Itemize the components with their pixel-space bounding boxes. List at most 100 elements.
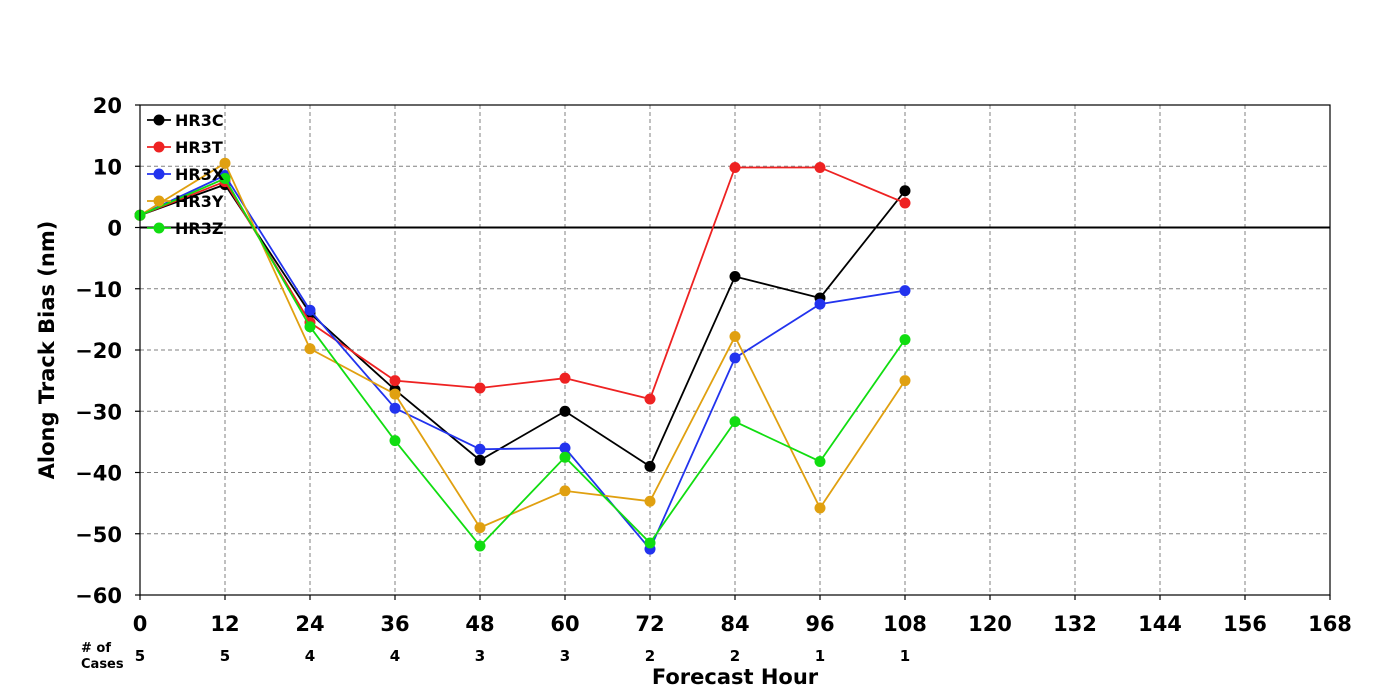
legend-label: HR3X	[175, 165, 225, 184]
legend-label: HR3T	[175, 138, 223, 157]
data-point-hr3x	[559, 442, 571, 454]
y-tick-label: 20	[93, 94, 122, 118]
x-tick-label: 72	[635, 612, 664, 636]
data-point-hr3z	[389, 435, 401, 447]
data-point-hr3y	[559, 485, 571, 497]
data-point-hr3y	[899, 375, 911, 387]
data-point-hr3z	[304, 321, 316, 333]
data-point-hr3t	[389, 375, 401, 387]
series-line-hr3x	[139, 174, 906, 551]
data-point-hr3c	[899, 185, 911, 197]
legend-swatch-marker	[153, 195, 165, 207]
data-point-hr3z	[814, 455, 826, 467]
grid-lines	[140, 105, 1330, 595]
data-point-hr3x	[474, 443, 486, 455]
x-tick-label: 156	[1223, 612, 1267, 636]
data-point-hr3z	[474, 540, 486, 552]
series-hr3z	[134, 173, 911, 552]
series-line-hr3y	[139, 161, 906, 529]
x-tick-label: 84	[720, 612, 749, 636]
data-point-hr3z	[644, 537, 656, 549]
x-tick-label: 108	[883, 612, 927, 636]
data-point-hr3t	[559, 372, 571, 384]
series-line-hr3z	[139, 177, 906, 548]
data-point-hr3y	[729, 331, 741, 343]
legend-item-hr3t: HR3T	[147, 138, 223, 157]
x-tick-label: 144	[1138, 612, 1182, 636]
series-layer	[134, 157, 911, 555]
x-tick-label: 48	[465, 612, 494, 636]
legend-swatch-marker	[153, 141, 165, 153]
data-point-hr3t	[814, 161, 826, 173]
case-count: 4	[305, 647, 315, 665]
case-count: 3	[475, 647, 485, 665]
data-point-hr3t	[644, 393, 656, 405]
case-count: 2	[730, 647, 740, 665]
series-hr3y	[134, 157, 911, 534]
case-count: 1	[815, 647, 825, 665]
x-tick-label: 96	[805, 612, 834, 636]
data-point-hr3c	[474, 454, 486, 466]
y-tick-label: −60	[75, 584, 122, 608]
data-point-hr3y	[304, 343, 316, 355]
x-tick-label: 0	[133, 612, 148, 636]
legend: HR3C HR3T HR3X HR3Y HR3Z	[147, 111, 225, 238]
legend-item-hr3c: HR3C	[147, 111, 224, 130]
y-tick-label: −40	[75, 462, 122, 486]
data-point-hr3x	[304, 304, 316, 316]
cases-title-line2: Cases	[81, 657, 124, 672]
series-hr3t	[134, 161, 911, 405]
data-point-hr3y	[644, 495, 656, 507]
x-tick-label: 60	[550, 612, 579, 636]
y-tick-label: −30	[75, 400, 122, 424]
y-tick-label: 0	[107, 217, 122, 241]
data-point-hr3y	[474, 522, 486, 534]
y-tick-label: 10	[93, 155, 122, 179]
data-point-hr3t	[474, 382, 486, 394]
data-point-hr3y	[389, 388, 401, 400]
series-hr3c	[134, 179, 911, 472]
x-tick-label: 120	[968, 612, 1012, 636]
case-count: 5	[220, 647, 230, 665]
data-point-hr3y	[219, 157, 231, 169]
data-point-hr3c	[644, 460, 656, 472]
case-count: 5	[135, 647, 145, 665]
x-axis-label: Forecast Hour	[652, 665, 819, 689]
series-line-hr3c	[139, 183, 906, 468]
data-point-hr3x	[729, 352, 741, 364]
legend-label: HR3Y	[175, 192, 224, 211]
data-point-hr3z	[219, 173, 231, 184]
case-count: 3	[560, 647, 570, 665]
data-point-hr3x	[899, 285, 911, 297]
data-point-hr3x	[389, 402, 401, 414]
legend-swatch-marker	[153, 222, 165, 234]
data-point-hr3c	[559, 405, 571, 417]
data-point-hr3x	[814, 298, 826, 310]
data-point-hr3z	[899, 334, 911, 346]
cases-row: # of Cases 5 5 4 4 3 3 2 2 1 1	[81, 641, 910, 672]
legend-label: HR3Z	[175, 219, 223, 238]
legend-swatch-marker	[153, 114, 165, 126]
case-count: 2	[645, 647, 655, 665]
x-tick-label: 36	[380, 612, 409, 636]
data-point-hr3t	[729, 161, 741, 173]
x-tick-label: 24	[295, 612, 324, 636]
case-count: 1	[900, 647, 910, 665]
cases-title-line1: # of	[81, 641, 111, 656]
y-tick-label: −10	[75, 278, 122, 302]
y-tick-label: −50	[75, 523, 122, 547]
legend-item-hr3x: HR3X	[147, 165, 225, 184]
x-tick-label: 168	[1308, 612, 1352, 636]
legend-label: HR3C	[175, 111, 224, 130]
data-point-hr3c	[729, 271, 741, 282]
legend-item-hr3y: HR3Y	[147, 192, 224, 211]
data-point-hr3z	[729, 416, 741, 428]
x-tick-label: 12	[210, 612, 239, 636]
axis-ticks: 0 12 24 36 48 60 72 84 96 108 120 132 144 156 168 20 10 0…	[75, 94, 1352, 636]
legend-item-hr3z: HR3Z	[147, 219, 223, 238]
y-tick-label: −20	[75, 339, 122, 363]
case-count: 4	[390, 647, 400, 665]
data-point-hr3z	[559, 451, 571, 463]
legend-swatch-marker	[153, 168, 165, 180]
